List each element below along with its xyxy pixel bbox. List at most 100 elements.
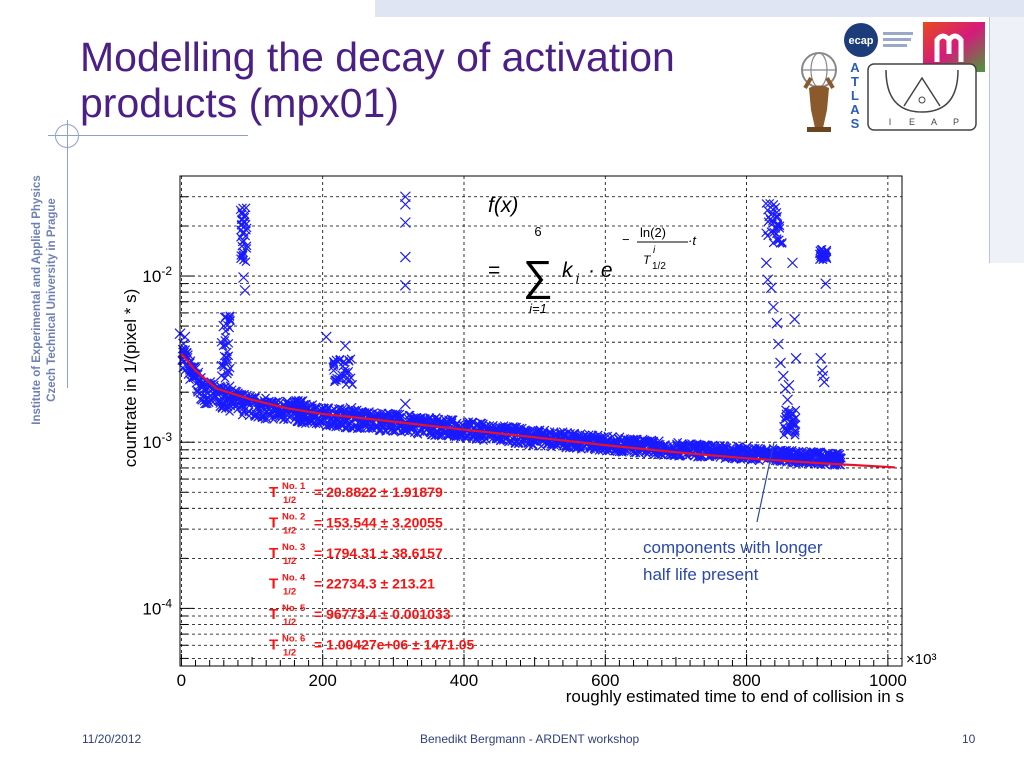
- formula-exp-den-sup: i: [653, 245, 656, 256]
- formula-sigma: ∑: [523, 252, 553, 299]
- title-line-1: Modelling the decay of activation: [80, 34, 675, 80]
- data-point: [790, 352, 802, 364]
- ecap-logo: ecap: [843, 20, 915, 65]
- data-point: [241, 203, 251, 213]
- title-line-2: products (mpx01): [80, 80, 400, 126]
- formula-sum-top: 6: [534, 224, 541, 239]
- data-point: [236, 254, 245, 264]
- data-point: [782, 394, 793, 406]
- data-point: [771, 202, 781, 212]
- data-point: [238, 215, 248, 225]
- param-t-symbol: T: [269, 576, 278, 593]
- data-point: [350, 423, 359, 432]
- data-point: [434, 431, 444, 441]
- annotation-arrow: [756, 441, 775, 523]
- ieap-letter-i: I: [889, 117, 892, 127]
- data-point: [244, 406, 253, 416]
- data-point: [814, 249, 824, 259]
- atlas-statue-logo: [795, 50, 843, 137]
- data-point: [399, 398, 411, 410]
- param-t-symbol: T: [269, 545, 278, 562]
- data-point: [774, 235, 784, 245]
- param-index: No. 3: [282, 542, 305, 553]
- annotation-line-2: half life present: [643, 565, 759, 584]
- data-point: [790, 430, 800, 440]
- data-point: [760, 257, 772, 269]
- data-point: [781, 405, 790, 415]
- data-point: [242, 244, 252, 253]
- param-t-symbol: T: [269, 606, 278, 623]
- fit-curve-group: [180, 353, 896, 469]
- param-index: No. 4: [282, 573, 306, 584]
- data-point: [221, 340, 231, 350]
- y-tick-label: 10-2: [142, 264, 172, 286]
- atlas-letter-a1: A: [850, 60, 860, 75]
- data-point: [772, 338, 784, 350]
- param-index: No. 5: [282, 603, 306, 614]
- data-point: [834, 452, 844, 462]
- data-point: [771, 317, 783, 329]
- ecap-text: ecap: [848, 35, 873, 47]
- footer-page-number: 10: [962, 732, 976, 746]
- data-point: [348, 379, 357, 389]
- data-point: [772, 213, 782, 222]
- side-divider-line: [67, 120, 68, 388]
- x-tick-label: 200: [309, 671, 337, 690]
- right-band-border: [989, 17, 990, 263]
- formula-equals: =: [488, 259, 500, 282]
- formula-k-sub: i: [576, 271, 580, 286]
- ieap-letter-p: P: [953, 117, 959, 127]
- data-point: [399, 191, 411, 203]
- data-point: [216, 371, 226, 380]
- data-point: [783, 379, 795, 391]
- data-point: [345, 402, 357, 414]
- formula-k: k: [562, 259, 574, 282]
- y-tick-label: 10-4: [142, 596, 172, 618]
- footer-presenter: Benedikt Bergmann - ARDENT workshop: [420, 732, 640, 746]
- atlas-text-logo: A T L A S: [845, 60, 865, 137]
- data-point: [495, 436, 505, 446]
- data-point: [779, 430, 789, 440]
- param-subscript: 1/2: [283, 648, 296, 659]
- data-point: [782, 424, 792, 434]
- param-subscript: 1/2: [283, 495, 296, 506]
- param-value: = 153.544 ± 3.20055: [314, 515, 443, 531]
- formula-exp-tail: ·t: [688, 233, 697, 248]
- y-axis-label: countrate in 1/(pixel * s): [121, 289, 140, 468]
- formula-sum-bottom: i=1: [529, 301, 547, 316]
- data-point: [789, 414, 799, 424]
- data-point: [820, 278, 832, 290]
- data-point: [332, 373, 341, 383]
- plot-border: [179, 175, 903, 667]
- data-point: [766, 227, 776, 237]
- data-point: [193, 387, 202, 397]
- data-point: [777, 238, 787, 248]
- data-point: [448, 415, 457, 425]
- data-point: [241, 257, 251, 267]
- title-divider-line: [48, 135, 248, 136]
- data-point: [399, 251, 411, 263]
- data-point: [761, 199, 771, 208]
- data-point: [209, 378, 219, 388]
- data-point: [763, 217, 773, 227]
- data-point: [220, 373, 230, 383]
- x-tick-label: 400: [450, 671, 478, 690]
- param-subscript: 1/2: [283, 556, 296, 567]
- param-value: = 1.00427e+06 ± 1471.05: [314, 637, 474, 653]
- data-point: [238, 272, 250, 283]
- x-tick-label: 1000: [869, 671, 907, 690]
- data-point: [221, 326, 231, 336]
- data-point: [388, 426, 398, 436]
- fit-parameters: T No. 1 1/2 = 20.8822 ± 1.91879 T No. 2 1/2 = 1…: [269, 481, 474, 659]
- data-point: [615, 432, 625, 442]
- ieap-logo: I E A P: [866, 62, 978, 137]
- param-subscript: 1/2: [283, 526, 296, 537]
- param-t-symbol: T: [269, 484, 278, 501]
- data-point: [238, 228, 247, 238]
- param-index: No. 1: [282, 481, 306, 492]
- data-point: [768, 301, 779, 313]
- data-point: [787, 257, 798, 269]
- x-tick-label: 600: [591, 671, 619, 690]
- data-point: [818, 376, 830, 388]
- data-point: [279, 414, 289, 424]
